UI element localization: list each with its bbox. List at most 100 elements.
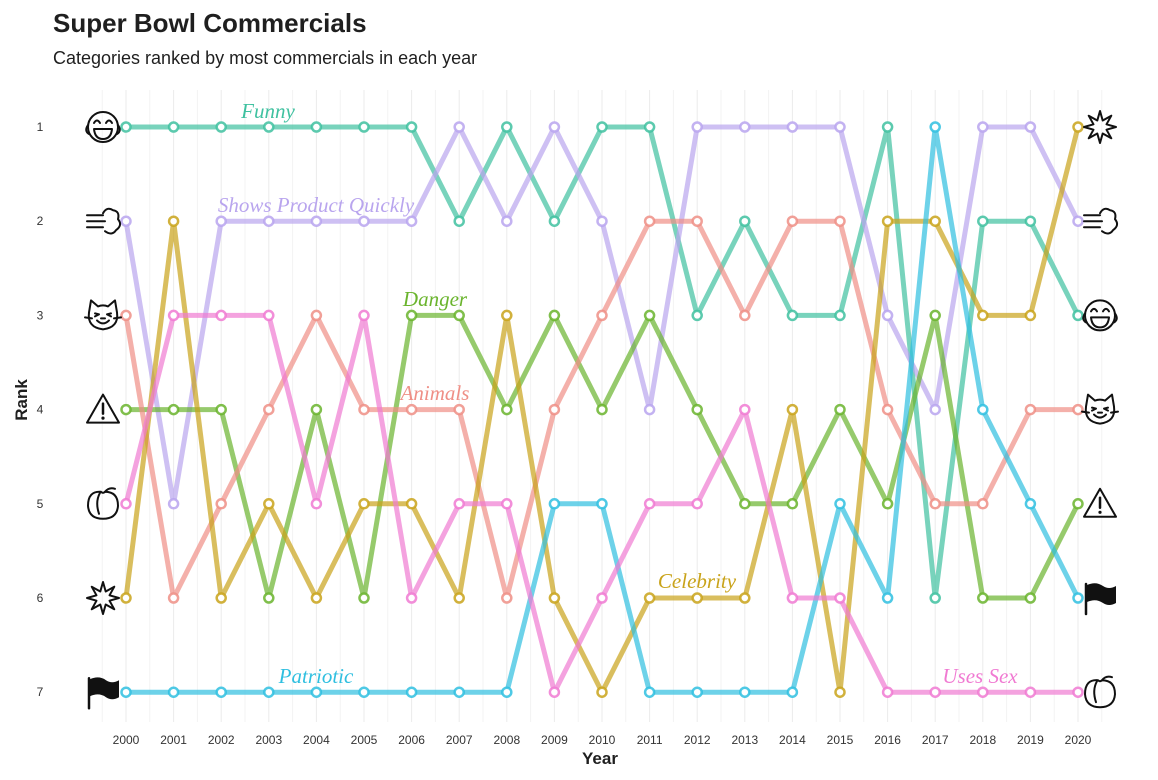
series-point xyxy=(977,121,989,133)
series-point xyxy=(310,309,323,322)
series-point xyxy=(977,403,989,416)
y-axis-title: Rank xyxy=(12,379,31,421)
series-point xyxy=(120,121,132,133)
series-point xyxy=(739,403,751,416)
x-tick-label: 2012 xyxy=(684,733,711,747)
series-point xyxy=(405,403,418,416)
series-point xyxy=(120,215,132,227)
rank-icons xyxy=(84,110,1119,710)
x-tick-label: 2013 xyxy=(731,733,758,747)
series-point xyxy=(1072,592,1084,604)
series-point xyxy=(453,403,465,416)
series-point xyxy=(167,498,180,510)
series-point xyxy=(834,309,846,322)
series-point xyxy=(1024,498,1037,510)
series-point xyxy=(691,686,703,698)
series-label-4: Celebrity xyxy=(658,569,737,593)
series-point xyxy=(1024,121,1037,133)
series-point xyxy=(1072,498,1084,510)
series-point xyxy=(596,403,608,416)
y-tick-label: 6 xyxy=(37,591,44,605)
series-point xyxy=(120,309,132,322)
series-point xyxy=(643,403,656,416)
series-point xyxy=(1072,121,1084,133)
series-point xyxy=(596,686,608,698)
series-point xyxy=(596,498,608,510)
series-point xyxy=(643,592,656,604)
series-point xyxy=(1024,215,1037,227)
series-point xyxy=(739,309,751,322)
series-point xyxy=(929,309,941,322)
series-label-2: Danger xyxy=(402,287,468,311)
series-point xyxy=(691,592,703,604)
x-axis-ticks: 2000 2001 2002 2003 2004 2005 2006 2007 2008 2009… xyxy=(113,733,1092,747)
series-point xyxy=(453,215,465,227)
series-point xyxy=(263,403,275,416)
series-point xyxy=(739,121,751,133)
series-point xyxy=(453,592,465,604)
x-tick-label: 2018 xyxy=(969,733,996,747)
series-point xyxy=(834,215,846,227)
series-point xyxy=(977,686,989,698)
series-point xyxy=(501,498,513,510)
series-label-3: Animals xyxy=(399,381,470,405)
series-point xyxy=(881,686,894,698)
series-point xyxy=(548,592,561,604)
series-point xyxy=(501,309,513,322)
series-point xyxy=(739,686,751,698)
series-point xyxy=(120,498,132,510)
y-tick-label: 1 xyxy=(37,120,44,134)
series-label-0: Funny xyxy=(240,99,295,123)
series-point xyxy=(1072,215,1084,227)
x-tick-label: 2003 xyxy=(255,733,282,747)
series-point xyxy=(1024,686,1037,698)
series-point xyxy=(358,403,370,416)
peach-icon xyxy=(1084,675,1116,709)
series-point xyxy=(881,403,894,416)
series-point xyxy=(358,592,370,604)
x-axis-title: Year xyxy=(582,749,618,768)
series-points xyxy=(120,121,1084,698)
series-point xyxy=(739,498,751,510)
series-labels: Funny Shows Product Quickly Danger Animals C… xyxy=(218,99,1018,688)
series-point xyxy=(215,403,227,416)
series-point xyxy=(120,403,132,416)
series-point xyxy=(643,309,656,322)
series-point xyxy=(929,403,941,416)
series-point xyxy=(596,215,608,227)
series-point xyxy=(596,592,608,604)
chart-subtitle: Categories ranked by most commercials in… xyxy=(53,48,478,68)
x-tick-label: 2004 xyxy=(303,733,330,747)
x-tick-label: 2020 xyxy=(1065,733,1092,747)
star-burst-icon xyxy=(1083,110,1117,144)
series-point xyxy=(786,592,799,604)
series-point xyxy=(215,121,227,133)
series-point xyxy=(310,592,323,604)
series-point xyxy=(881,498,894,510)
x-tick-label: 2001 xyxy=(160,733,187,747)
series-point xyxy=(977,592,989,604)
series-point xyxy=(1072,686,1084,698)
series-point xyxy=(596,121,608,133)
series-point xyxy=(405,686,418,698)
peach-icon xyxy=(87,487,119,520)
series-point xyxy=(120,592,132,604)
x-tick-label: 2014 xyxy=(779,733,806,747)
series-point xyxy=(977,215,989,227)
series-point xyxy=(786,403,799,416)
series-point xyxy=(929,215,941,227)
series-point xyxy=(358,215,370,227)
series-point xyxy=(1024,403,1037,416)
series-point xyxy=(501,215,513,227)
laughing-face-icon xyxy=(85,111,121,143)
series-point xyxy=(643,686,656,698)
series-point xyxy=(167,403,180,416)
series-point xyxy=(786,121,799,133)
series-point xyxy=(691,121,703,133)
series-point xyxy=(263,592,275,604)
series-point xyxy=(310,215,323,227)
series-point xyxy=(453,686,465,698)
series-point xyxy=(405,215,418,227)
flag-icon xyxy=(1084,582,1116,616)
series-point xyxy=(501,403,513,416)
